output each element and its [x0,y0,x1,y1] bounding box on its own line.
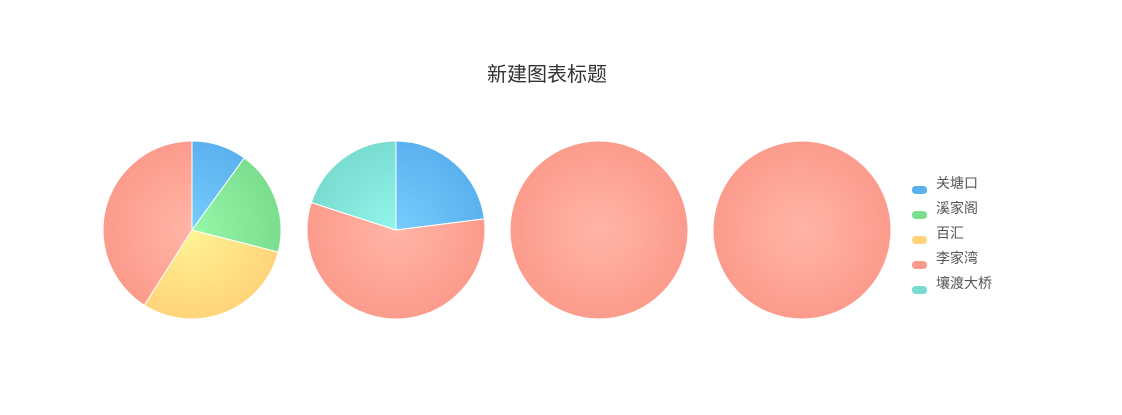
legend-item-1[interactable]: 关塘口 [912,170,992,195]
legend-label: 壤渡大桥 [936,273,992,293]
legend-label: 百汇 [936,223,964,243]
legend-label: 关塘口 [936,173,978,193]
legend-swatch [912,179,927,187]
legend-item-4[interactable]: 李家湾 [912,245,992,270]
pie-2 [307,141,485,319]
legend-swatch [912,229,927,237]
legend-item-2[interactable]: 溪家阁 [912,195,992,220]
legend-swatch [912,254,927,262]
legend-item-3[interactable]: 百汇 [912,220,992,245]
pie-4-slice-1[interactable] [713,141,891,319]
legend-swatch [912,204,927,212]
legend-label: 溪家阁 [936,198,978,218]
pie-4 [713,141,891,319]
pie-3-slice-1[interactable] [510,141,688,319]
legend-item-5[interactable]: 壤渡大桥 [912,270,992,295]
legend: 关塘口溪家阁百汇李家湾壤渡大桥 [912,170,992,295]
pie-3 [510,141,688,319]
pie-1 [103,141,281,319]
legend-label: 李家湾 [936,248,978,268]
pie-2-slice-1[interactable] [396,141,484,230]
legend-swatch [912,279,927,287]
